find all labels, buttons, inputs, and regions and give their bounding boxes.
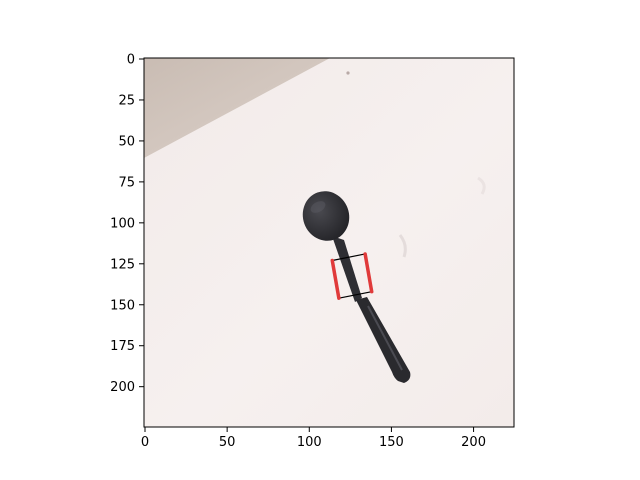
spoon-handle-highlight [367, 305, 403, 371]
x-tick-label: 50 [219, 435, 236, 450]
axes-frame [143, 57, 515, 428]
photo-image [144, 58, 514, 427]
y-tick-label: 25 [118, 93, 135, 108]
spoon-bowl-shine [310, 201, 326, 213]
x-tick-label: 150 [379, 435, 404, 450]
y-tick-label: 50 [118, 134, 135, 149]
x-tick-label: 0 [141, 435, 149, 450]
x-tick-label: 200 [461, 435, 486, 450]
spoon-neck [332, 236, 362, 302]
y-tick-label: 150 [110, 298, 135, 313]
grey-corner-background [144, 58, 330, 158]
y-tick-label: 200 [110, 380, 135, 395]
y-tick-label: 175 [110, 339, 135, 354]
grasp-jaw-right [363, 252, 374, 294]
surface-speck [346, 71, 350, 75]
y-axis: 0 25 50 75 100 125 150 175 200 [110, 53, 144, 395]
spoon [302, 191, 411, 383]
x-tick-label: 100 [297, 435, 322, 450]
grasp-jaw-left [330, 258, 341, 300]
y-tick-label: 75 [118, 175, 135, 190]
grasp-edge-top [331, 253, 366, 262]
y-tick-label: 125 [110, 257, 135, 272]
surface-mark [477, 176, 486, 195]
grasp-rectangle [330, 252, 374, 300]
surface-mark [398, 234, 407, 258]
grasp-edge-bottom [338, 291, 373, 299]
y-tick-label: 0 [127, 53, 135, 68]
x-axis: 0 50 100 150 200 [141, 427, 486, 450]
y-tick-label: 100 [110, 216, 135, 231]
